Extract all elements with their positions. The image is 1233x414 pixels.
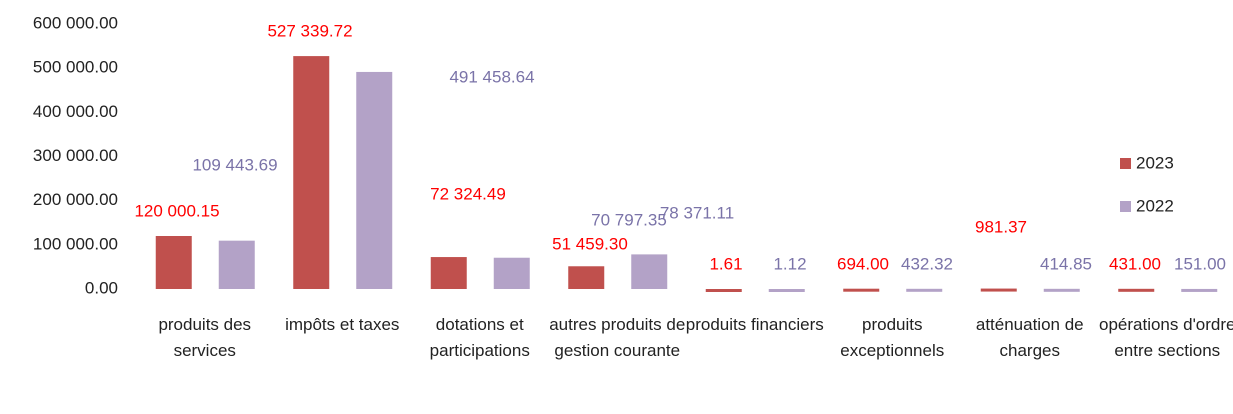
- bar: [568, 266, 605, 289]
- data-label: 70 797.35: [591, 210, 667, 229]
- x-tick-label: dotations et participations: [429, 315, 530, 360]
- data-label: 431.00: [1109, 254, 1161, 273]
- legend-swatch: [1120, 201, 1131, 212]
- bar: [155, 235, 192, 289]
- x-tick-label: produits exceptionnels: [840, 315, 945, 360]
- bar: [293, 56, 330, 289]
- data-label: 1.61: [709, 254, 742, 273]
- x-tick-label: produits des services: [158, 315, 252, 360]
- y-tick-label: 600 000.00: [33, 13, 118, 32]
- data-label: 109 443.69: [192, 155, 277, 174]
- data-label: 78 371.11: [660, 203, 734, 222]
- bar: [768, 288, 805, 292]
- data-label: 1.12: [773, 254, 806, 273]
- bar: [906, 288, 943, 292]
- bar: [843, 288, 880, 292]
- legend-label: 2022: [1136, 196, 1174, 215]
- bar: [1118, 288, 1155, 292]
- data-label: 151.00: [1174, 254, 1226, 273]
- y-tick-label: 300 000.00: [33, 146, 118, 165]
- bar: [430, 257, 467, 289]
- y-tick-label: 400 000.00: [33, 102, 118, 121]
- data-label: 491 458.64: [449, 67, 534, 86]
- x-tick-label: opérations d'ordre entre sections: [1099, 315, 1233, 360]
- data-label: 981.37: [975, 217, 1027, 236]
- x-tick-label: impôts et taxes: [285, 315, 400, 334]
- data-label: 432.32: [901, 254, 953, 273]
- legend-label: 2023: [1136, 153, 1174, 172]
- bar: [980, 288, 1017, 292]
- data-label: 694.00: [837, 254, 889, 273]
- data-label: 72 324.49: [430, 184, 506, 203]
- data-label: 414.85: [1040, 254, 1092, 273]
- bar: [356, 71, 393, 289]
- y-tick-label: 200 000.00: [33, 190, 118, 209]
- bar: [1181, 288, 1218, 292]
- data-label: 51 459.30: [552, 234, 628, 253]
- bar: [493, 257, 530, 289]
- x-tick-label: atténuation de charges: [975, 315, 1084, 360]
- x-tick-label: produits financiers: [685, 315, 824, 334]
- bar: [705, 288, 742, 292]
- y-tick-label: 500 000.00: [33, 58, 118, 77]
- legend-swatch: [1120, 158, 1131, 169]
- bar: [1043, 288, 1080, 292]
- x-tick-label: autres produits de gestion courante: [549, 315, 686, 360]
- bar: [631, 254, 668, 289]
- data-label: 120 000.15: [134, 201, 219, 220]
- bar: [218, 240, 255, 289]
- data-label: 527 339.72: [267, 21, 352, 40]
- y-tick-label: 0.00: [85, 278, 118, 297]
- y-tick-label: 100 000.00: [33, 234, 118, 253]
